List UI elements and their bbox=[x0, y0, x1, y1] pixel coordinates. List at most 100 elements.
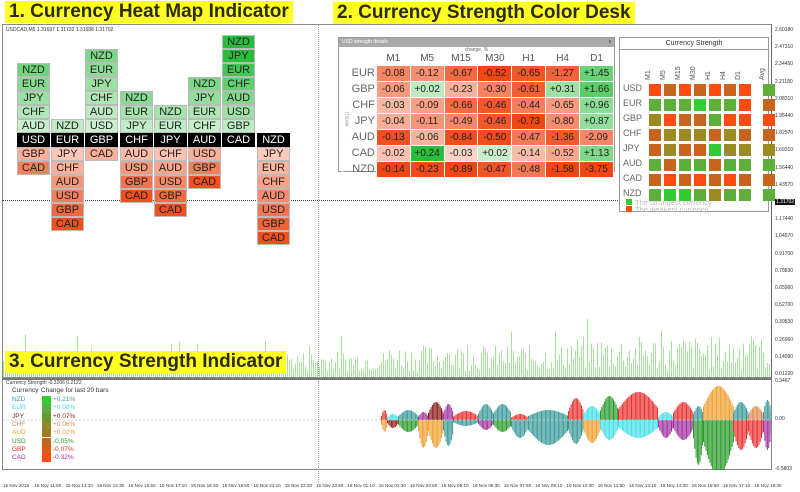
strength-bar bbox=[444, 409, 446, 420]
strength-bar bbox=[651, 420, 653, 433]
heatmap-cell: CAD bbox=[154, 203, 187, 217]
strength-bar bbox=[606, 420, 608, 439]
volume-bar bbox=[515, 362, 516, 377]
volume-bar bbox=[449, 354, 450, 377]
volume-bar bbox=[209, 370, 210, 377]
strength-bar bbox=[695, 408, 697, 420]
strength-cell bbox=[664, 129, 676, 141]
value-cell: -0.65 bbox=[511, 64, 547, 82]
currency-strength-panel[interactable]: Currency Strength M1 M5 M15 M30 H1 H4 D1 Avg USD… bbox=[619, 37, 775, 214]
strength-bar bbox=[413, 420, 415, 430]
volume-bar bbox=[559, 354, 560, 377]
volume-bar bbox=[517, 356, 518, 377]
volume-bar bbox=[353, 365, 354, 377]
volume-bar bbox=[335, 362, 336, 377]
strength-bar bbox=[397, 420, 399, 425]
strength-bar bbox=[621, 420, 623, 431]
strength-bar bbox=[424, 412, 426, 420]
row-currency: GBP bbox=[342, 80, 377, 98]
strength-bar bbox=[695, 420, 697, 458]
panel-titlebar[interactable]: USD strength details x bbox=[339, 38, 614, 47]
strength-row-currency: GBP bbox=[623, 113, 643, 123]
volume-bar bbox=[409, 370, 410, 377]
strength-bar bbox=[664, 420, 666, 438]
strength-bar bbox=[602, 404, 604, 420]
volume-bar bbox=[747, 354, 748, 377]
strength-bar bbox=[650, 399, 652, 420]
strength-bar bbox=[694, 420, 696, 449]
value-cell: -0.13 bbox=[375, 128, 411, 146]
strength-bar bbox=[739, 402, 741, 420]
strength-bar bbox=[693, 420, 694, 438]
volume-bar bbox=[683, 341, 684, 377]
value-cell: -3.75 bbox=[579, 160, 614, 178]
currency-strength-indicator[interactable] bbox=[2, 378, 772, 470]
strength-color-box bbox=[42, 445, 51, 455]
strength-cell bbox=[694, 144, 706, 156]
strength-bar bbox=[667, 420, 669, 438]
value-cell: -0.06 bbox=[409, 128, 445, 146]
strength-bar bbox=[751, 408, 753, 420]
volume-bar bbox=[329, 361, 330, 377]
strength-bar bbox=[763, 412, 764, 420]
strength-bar bbox=[644, 393, 645, 420]
strength-bar bbox=[719, 386, 721, 420]
strength-bar bbox=[480, 420, 482, 428]
strength-bar bbox=[766, 400, 768, 420]
strength-bar bbox=[623, 420, 625, 432]
strength-bar bbox=[598, 412, 600, 420]
row-currency: NZD bbox=[342, 160, 377, 178]
volume-bar bbox=[511, 331, 512, 377]
strength-bar bbox=[706, 420, 708, 456]
volume-bar bbox=[553, 368, 554, 377]
volume-bar bbox=[707, 345, 708, 377]
volume-bar bbox=[571, 346, 572, 377]
strength-cell bbox=[763, 189, 775, 201]
strength-bar bbox=[664, 412, 666, 420]
volume-bar bbox=[9, 369, 10, 377]
strength-bar bbox=[675, 420, 677, 433]
volume-bar bbox=[225, 369, 226, 377]
volume-bar bbox=[735, 362, 736, 377]
strength-cell bbox=[739, 99, 751, 111]
strength-bar bbox=[455, 414, 457, 420]
heatmap-cell: NZD bbox=[154, 105, 187, 119]
volume-bar bbox=[467, 345, 468, 377]
time-tick: 16 Nov 07:50 bbox=[503, 483, 532, 488]
strength-bar bbox=[616, 420, 618, 431]
strength-bar bbox=[761, 420, 762, 439]
volume-bar bbox=[569, 364, 570, 377]
volume-bar bbox=[545, 353, 546, 377]
volume-bar bbox=[481, 352, 482, 377]
strength-bar bbox=[684, 402, 686, 420]
strength-bar bbox=[441, 408, 442, 420]
time-tick: 15 Nov 17:10 bbox=[159, 483, 187, 488]
strength-color-box bbox=[42, 412, 51, 421]
strength-bar bbox=[584, 420, 586, 433]
strength-bar bbox=[714, 387, 716, 420]
strength-bar bbox=[437, 420, 439, 448]
heatmap-cell: USD bbox=[188, 147, 221, 161]
volume-bar bbox=[333, 369, 334, 377]
price-tick: 0.52700 bbox=[775, 302, 794, 309]
usd-strength-details-panel[interactable]: USD strength details x change, % versus M… bbox=[338, 37, 615, 178]
strength-bar bbox=[590, 406, 592, 420]
volume-bar bbox=[391, 355, 392, 377]
table-row: CAD -0.02 +0.24 -0.03 +0.02 -0.14 -0.52 +1.13 bbox=[342, 144, 614, 162]
volume-bar bbox=[303, 353, 304, 377]
strength-cell bbox=[649, 99, 661, 111]
strength-bar bbox=[547, 410, 549, 420]
close-icon[interactable]: x bbox=[608, 39, 612, 45]
volume-bar bbox=[501, 350, 502, 377]
strength-bar bbox=[468, 411, 470, 420]
strength-bar bbox=[557, 420, 559, 441]
strength-bar bbox=[603, 420, 605, 436]
strength-bar bbox=[495, 409, 497, 420]
volume-bar bbox=[153, 369, 154, 377]
indicator-tick: 0.00 bbox=[775, 416, 785, 422]
strength-bar bbox=[431, 404, 433, 420]
strength-cell bbox=[679, 189, 691, 201]
heatmap-cell: JPY bbox=[85, 77, 118, 91]
volume-bar bbox=[441, 368, 442, 377]
strength-bar bbox=[579, 402, 581, 420]
